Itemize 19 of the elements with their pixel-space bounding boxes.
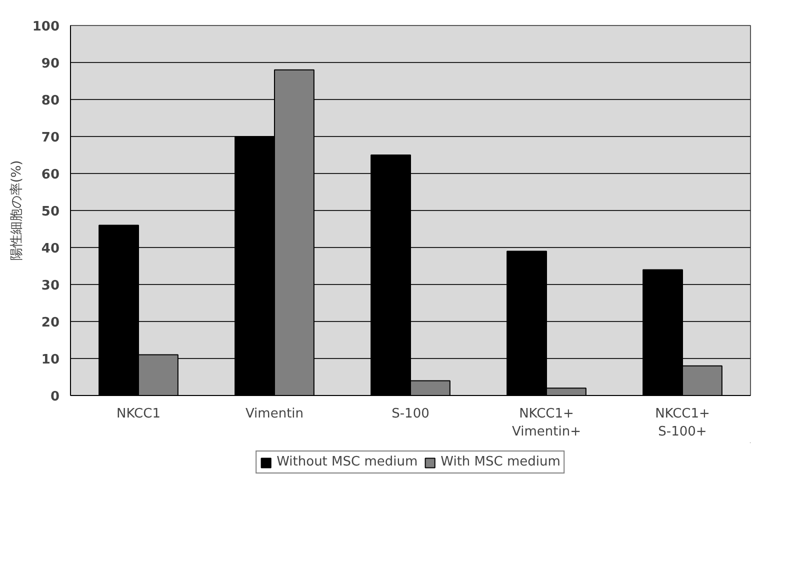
x-tick-label: NKCC1+ Vimentin+ xyxy=(512,406,581,440)
y-tick-label: 80 xyxy=(41,94,60,108)
y-tick-label: 0 xyxy=(50,390,60,404)
x-tick-label: Vimentin xyxy=(245,406,304,422)
x-tick-label: NKCC1+ S-100+ xyxy=(655,406,710,440)
y-tick-label: 30 xyxy=(41,278,60,294)
y-tick-label: 90 xyxy=(41,56,60,72)
y-tick-label: 100 xyxy=(32,20,60,34)
y-tick-label: 50 xyxy=(41,204,60,220)
y-tick-label: 20 xyxy=(41,316,60,330)
y-tick-label: 10 xyxy=(41,352,60,368)
x-tick-label: NKCC1 xyxy=(116,406,160,422)
y-tick-label: 40 xyxy=(41,242,60,256)
y-tick-label: 60 xyxy=(41,168,60,182)
y-tick-label: 70 xyxy=(41,130,60,146)
legend-label: Without MSC medium xyxy=(276,454,418,470)
y-axis-title: 陽性細胞の率(%) xyxy=(8,160,24,261)
x-tick-label: S-100 xyxy=(392,406,430,422)
legend-label: With MSC medium xyxy=(440,454,560,470)
